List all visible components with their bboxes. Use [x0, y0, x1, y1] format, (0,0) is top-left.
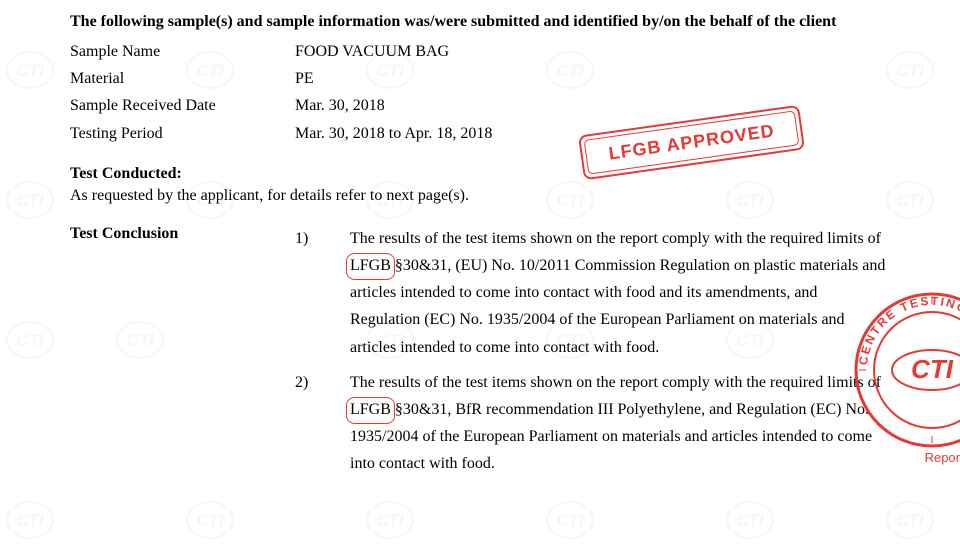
- info-value: Mar. 30, 2018: [295, 92, 492, 119]
- item-body: The results of the test items shown on t…: [350, 369, 890, 478]
- svg-text:CTI: CTI: [896, 191, 925, 210]
- svg-text:CTI: CTI: [376, 511, 405, 530]
- svg-text:CTI: CTI: [896, 61, 925, 80]
- cti-watermark-icon: CTI: [5, 495, 55, 545]
- cti-watermark-icon: CTI: [725, 495, 775, 545]
- cti-watermark-icon: CTI: [5, 315, 55, 365]
- item-pre: The results of the test items shown on t…: [350, 230, 881, 247]
- item-number: 1): [295, 225, 350, 361]
- test-conducted-text: As requested by the applicant, for detai…: [70, 187, 890, 205]
- cti-watermark-icon: CTI: [5, 45, 55, 95]
- cti-watermark-icon: CTI: [5, 175, 55, 225]
- info-label: Sample Received Date: [70, 92, 295, 119]
- lfgb-highlight: LFGB: [350, 396, 391, 423]
- sample-info-table: Sample Name FOOD VACUUM BAG Material PE …: [70, 38, 492, 147]
- item-number: 2): [295, 369, 350, 478]
- svg-text:CTI: CTI: [16, 331, 45, 350]
- item-post: §30&31, BfR recommendation III Polyethyl…: [350, 401, 872, 472]
- svg-text:CTI: CTI: [16, 61, 45, 80]
- info-label: Material: [70, 65, 295, 92]
- info-label: Sample Name: [70, 38, 295, 65]
- cti-watermark-icon: CTI: [885, 45, 935, 95]
- svg-text:CTI: CTI: [896, 511, 925, 530]
- seal-report-label: Repor: [925, 450, 960, 465]
- item-body: The results of the test items shown on t…: [350, 225, 890, 361]
- svg-text:CTI: CTI: [16, 191, 45, 210]
- cti-watermark-icon: CTI: [885, 495, 935, 545]
- test-conducted-title: Test Conducted:: [70, 165, 890, 183]
- svg-text:CTI: CTI: [16, 511, 45, 530]
- conclusion-item: 2) The results of the test items shown o…: [295, 369, 890, 478]
- test-conclusion-title: Test Conclusion: [70, 225, 295, 486]
- svg-text:CTI: CTI: [556, 511, 585, 530]
- info-value: PE: [295, 65, 492, 92]
- test-conclusion-block: Test Conclusion 1) The results of the te…: [70, 225, 890, 486]
- intro-text: The following sample(s) and sample infor…: [70, 10, 890, 34]
- lfgb-highlight: LFGB: [350, 252, 391, 279]
- cti-watermark-icon: CTI: [365, 495, 415, 545]
- cti-watermark-icon: CTI: [545, 495, 595, 545]
- info-label: Testing Period: [70, 120, 295, 147]
- info-value: FOOD VACUUM BAG: [295, 38, 492, 65]
- info-value: Mar. 30, 2018 to Apr. 18, 2018: [295, 120, 492, 147]
- item-post: §30&31, (EU) No. 10/2011 Commission Regu…: [350, 257, 885, 356]
- seal-center-text: CTI: [911, 354, 954, 384]
- item-pre: The results of the test items shown on t…: [350, 374, 881, 391]
- svg-text:CTI: CTI: [736, 511, 765, 530]
- cti-watermark-icon: CTI: [885, 175, 935, 225]
- cti-watermark-icon: CTI: [185, 495, 235, 545]
- svg-text:CTI: CTI: [196, 511, 225, 530]
- conclusion-item: 1) The results of the test items shown o…: [295, 225, 890, 361]
